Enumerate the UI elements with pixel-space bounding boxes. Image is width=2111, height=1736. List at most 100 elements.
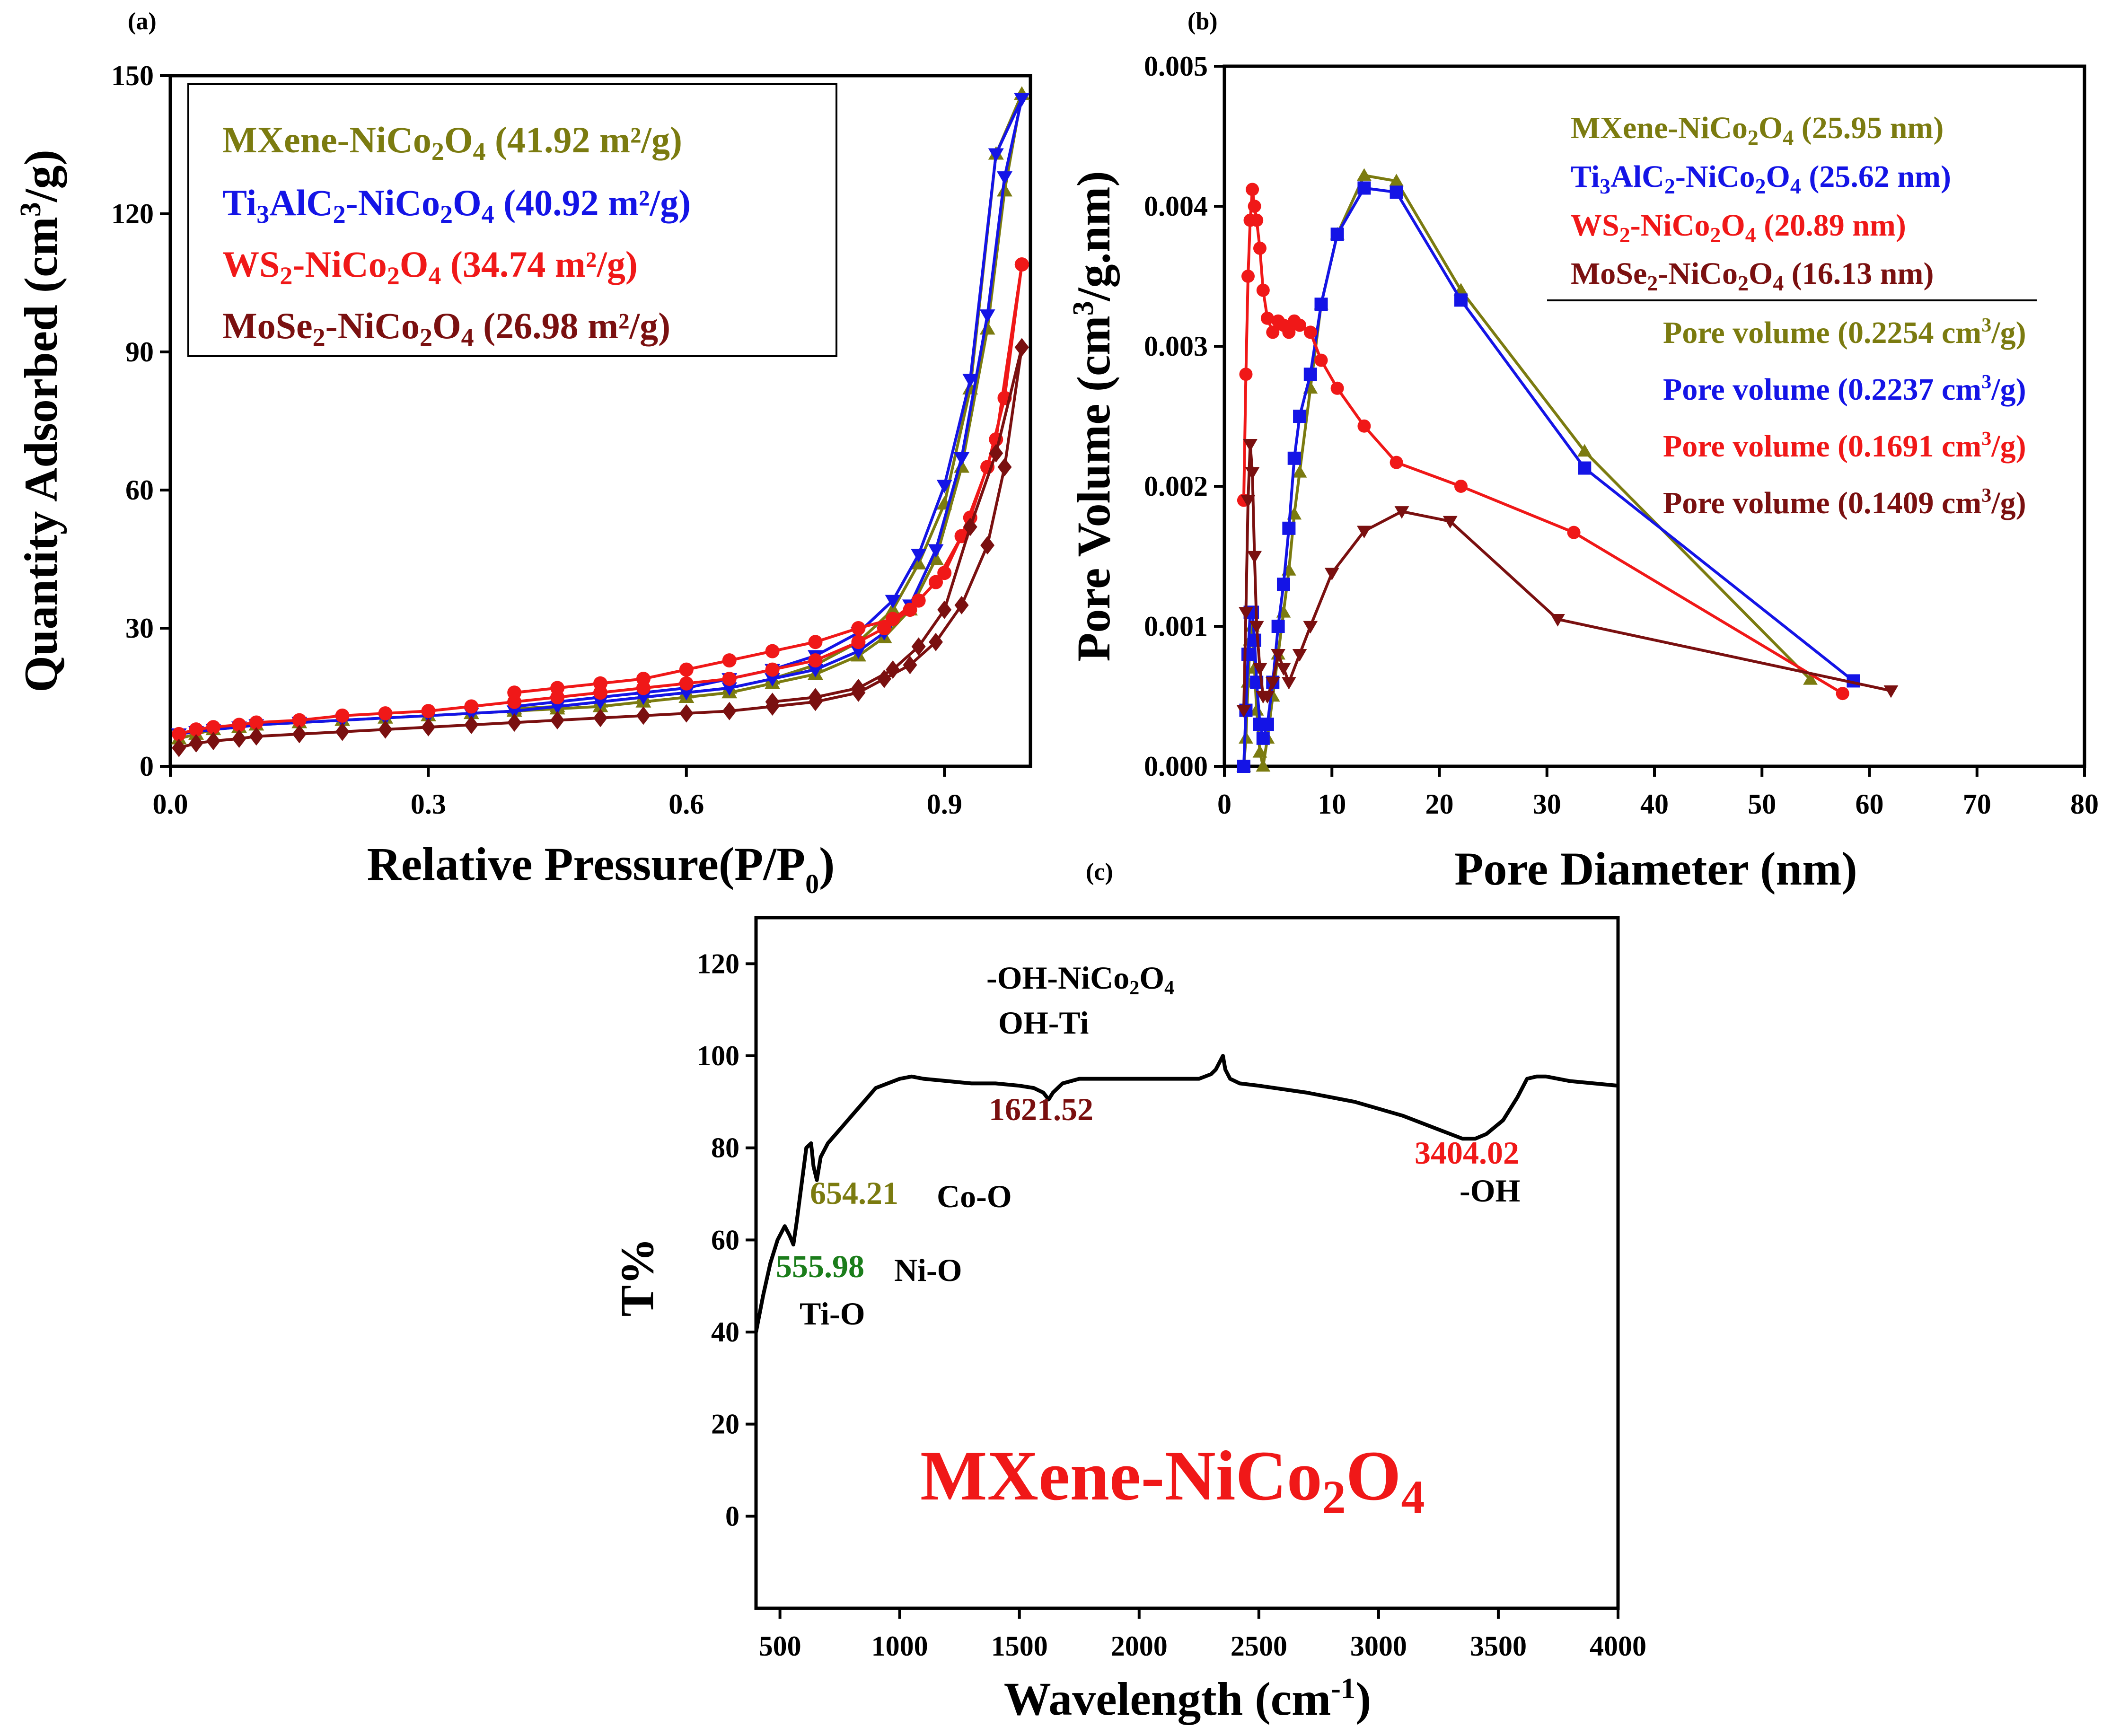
panel-a-series-mose2-nico2o4-point [378, 720, 393, 739]
panel-b-series-mose2-nico2o4-point [1883, 685, 1899, 698]
panel-a-series-ws2-nico2o4-point [765, 662, 780, 677]
panel-a-series-ws2-nico2o4-point [593, 676, 607, 691]
panel-b-series-ti3alc2-nico2o4-point [1287, 451, 1301, 465]
panel-a-series-mose2-nico2o4-point [997, 457, 1012, 476]
panel-c-y-tick-label: 20 [711, 1409, 739, 1440]
panel-b-x-tick-label: 60 [1856, 789, 1884, 820]
panel-b-series-mxene-nico2o4-point [1389, 174, 1404, 186]
annotation-oh-ti: OH-Ti [998, 1005, 1089, 1041]
panel-b-x-tick-label: 20 [1425, 789, 1454, 820]
panel-a-series-mose2-nico2o4-point [679, 704, 694, 723]
panel-b-series-ti3alc2-nico2o4-point [1454, 293, 1468, 307]
panel-a-series-mose2-nico2o4-point [911, 637, 926, 656]
annotation-peak-3404: 3404.02 [1415, 1135, 1519, 1171]
panel-b-series-mose2-nico2o4-point [1281, 677, 1296, 690]
annotation-oh: -OH [1460, 1173, 1520, 1209]
panel-a-series-ws2-nico2o4-point [877, 621, 891, 635]
panel-b-series-ws2-nico2o4-point [1282, 325, 1296, 339]
panel-b-series-mose2-nico2o4-line [1242, 444, 1891, 710]
panel-b-x-tick-label: 40 [1640, 789, 1669, 820]
legend-b-ws2: WS2-NiCo2O4 (20.89 nm) [1571, 208, 1906, 247]
panel-a-y-tick-label: 120 [111, 198, 154, 229]
legend-b-porevol-mose2: Pore volume (0.1409 cm3/g) [1663, 485, 2026, 520]
panel-a-y-tick-label: 90 [125, 336, 154, 368]
panel-b-series-mose2-nico2o4-point [1276, 663, 1291, 676]
panel-c-y-tick-label: 80 [711, 1132, 739, 1164]
panel-b-x-tick-label: 70 [1963, 789, 1991, 820]
legend-b-porevol-ti3alc2: Pore volume (0.2237 cm3/g) [1663, 371, 2026, 407]
panel-a-series-ws2-nico2o4-point [172, 727, 186, 741]
panel-b-series-ti3alc2-nico2o4-point [1314, 298, 1328, 311]
panel-a-series-ti3alc2-nico2o4-point [765, 673, 781, 687]
panel-a-x-tick-label: 0.9 [927, 789, 962, 820]
panel-b-series-mose2-nico2o4-point [1271, 649, 1286, 662]
panel-b-series-mxene-nico2o4-point [1357, 168, 1372, 181]
panel-b-x-tick-label: 50 [1748, 789, 1776, 820]
panel-b-x-tick-label: 0 [1217, 789, 1231, 820]
panel-a-series-mose2-nico2o4-point [808, 688, 823, 707]
panel-c-x-tick-label: 1000 [871, 1631, 928, 1662]
panel-b-series-mose2-nico2o4-point [1243, 439, 1258, 452]
panel-b-series-mose2-nico2o4-point [1357, 526, 1372, 539]
panel-a-series-ti3alc2-nico2o4-adsorption-line [178, 98, 1023, 736]
panel-a-series-ti3alc2-nico2o4-point [911, 549, 927, 562]
panel-b-x-tick-label: 30 [1533, 789, 1561, 820]
panel-a-series-mxene-nico2o4-point [996, 183, 1012, 197]
panel-b-legend: MXene-NiCo2O4 (25.95 nm) Ti3AlC2-NiCo2O4… [1547, 111, 2037, 520]
panel-a-series-ws2-nico2o4-point [335, 708, 350, 723]
panel-b-x-tick-label: 80 [2070, 789, 2099, 820]
panel-a-x-axis-label: Relative Pressure(P/P0) [367, 838, 835, 899]
panel-c-plot-frame [754, 916, 1620, 1610]
panel-b-series-ws2-nico2o4-point [1248, 200, 1261, 213]
panel-a-series-ti3alc2-nico2o4-point [850, 645, 866, 659]
panel-b-series-mose2-nico2o4-point [1394, 506, 1409, 519]
panel-b-series-mose2-nico2o4-point [1245, 467, 1260, 480]
panel-a-series-ws2-nico2o4-point [886, 612, 900, 626]
panel-a-series-mose2-nico2o4-point [1014, 338, 1029, 357]
panel-a-series-mose2-nico2o4-point [464, 715, 479, 734]
panel-b-series-ti3alc2-nico2o4-point [1256, 731, 1270, 745]
panel-a-series-ti3alc2-nico2o4-point [996, 171, 1012, 185]
panel-b-y-tick-label: 0.005 [1144, 51, 1208, 82]
legend-b-mxene: MXene-NiCo2O4 (25.95 nm) [1571, 111, 1944, 149]
panel-a-series-mose2-nico2o4-desorption-line [772, 347, 1023, 703]
panel-b-series-ti3alc2-nico2o4-point [1357, 181, 1371, 195]
panel-b-series [1236, 168, 1899, 773]
panel-c-x-tick-label: 3500 [1470, 1631, 1527, 1662]
panel-a-series-mose2-nico2o4-point [954, 596, 969, 614]
panel-b-series-ws2-nico2o4-point [1256, 283, 1270, 297]
panel-b-series-mose2-nico2o4-point [1550, 614, 1565, 627]
panel-b-series-ti3alc2-nico2o4-point [1390, 185, 1403, 199]
panel-a-series-ws2-nico2o4-point [189, 722, 203, 737]
legend-a-mxene: MXene-NiCo2O4 (41.92 m²/g) [222, 119, 682, 166]
panel-b-y-tick-label: 0.004 [1144, 191, 1208, 222]
panel-c-y-tick-label: 100 [697, 1040, 739, 1071]
panel-a-series-mxene-nico2o4-point [911, 556, 927, 570]
panel-a-series-ws2-nico2o4-point [722, 672, 737, 686]
panel-a-series-ws2-nico2o4-point [232, 718, 246, 732]
panel-a-series-ti3alc2-nico2o4-point [988, 148, 1004, 162]
panel-b-series-ti3alc2-nico2o4-point [1276, 578, 1290, 591]
panel-b-series-mxene-nico2o4-point [1256, 759, 1271, 772]
panel-a-series-ws2-nico2o4-point [851, 635, 866, 649]
panel-a-label: (a) [128, 8, 157, 35]
annotation-peak-654: 654.21 [810, 1175, 898, 1211]
panel-a-series-ws2-nico2o4-point [1014, 257, 1029, 272]
panel-a-series-mose2-nico2o4-point [189, 734, 203, 753]
panel-b-series-ws2-nico2o4-point [1241, 270, 1255, 283]
panel-a-series-ws2-nico2o4-point [808, 653, 823, 668]
panel-b-series-ws2-nico2o4-point [1253, 241, 1267, 255]
panel-a-series-ws2-nico2o4-point [903, 603, 917, 617]
panel-a-series-ti3alc2-nico2o4-point [885, 595, 901, 609]
panel-a-series-mxene-nico2o4-point [979, 321, 995, 335]
panel-a-series-ws2-nico2o4-point [550, 681, 565, 695]
panel-b-series-ti3alc2-nico2o4-point [1330, 228, 1344, 241]
legend-a-mose2: MoSe2-NiCo2O4 (26.98 m²/g) [222, 305, 670, 351]
panel-b-y-tick-label: 0.000 [1144, 751, 1208, 782]
legend-a-ws2: WS2-NiCo2O4 (34.74 m²/g) [222, 244, 638, 290]
panel-c-x-tick-label: 3000 [1350, 1631, 1407, 1662]
panel-b-series-mxene-nico2o4-point [1252, 745, 1267, 758]
panel-a-series-mose2-nico2o4-adsorption-line [178, 347, 1023, 749]
panel-a-legend-frame [187, 83, 837, 357]
panel-c-y-tick-label: 60 [711, 1224, 739, 1255]
